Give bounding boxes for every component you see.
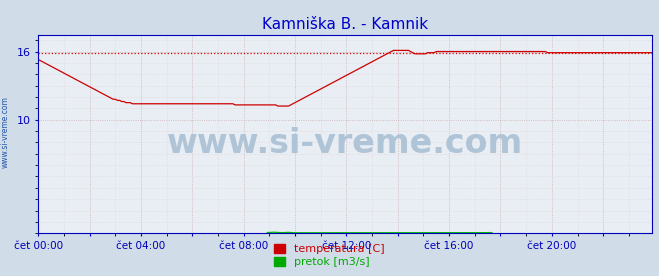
Legend: temperatura [C], pretok [m3/s]: temperatura [C], pretok [m3/s] [271, 241, 388, 270]
Text: www.si-vreme.com: www.si-vreme.com [167, 127, 523, 160]
Title: Kamniška B. - Kamnik: Kamniška B. - Kamnik [262, 17, 428, 32]
Text: www.si-vreme.com: www.si-vreme.com [1, 97, 10, 168]
